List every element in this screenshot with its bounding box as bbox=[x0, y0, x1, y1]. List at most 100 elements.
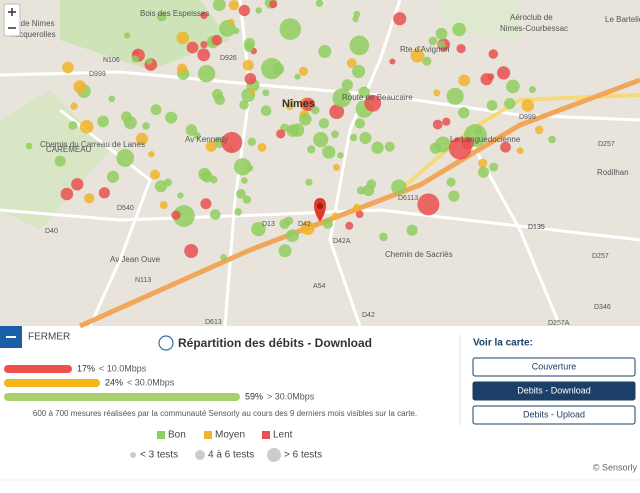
measure-dot bbox=[428, 36, 438, 46]
measure-dot bbox=[260, 105, 272, 116]
close-label[interactable]: FERMER bbox=[28, 332, 70, 343]
size-large bbox=[267, 448, 281, 462]
measure-dot bbox=[248, 88, 255, 95]
measure-dot bbox=[410, 48, 425, 63]
measure-dot bbox=[331, 212, 339, 219]
map-label: D257A bbox=[548, 320, 570, 327]
measure-dot bbox=[142, 122, 150, 130]
map-label: Rte d'Avignon bbox=[400, 45, 449, 54]
measure-dot bbox=[242, 59, 254, 71]
map-label: Chemin du Carreau de Lanes bbox=[40, 140, 145, 149]
measure-dot bbox=[239, 100, 249, 110]
view-button[interactable] bbox=[472, 381, 636, 401]
measure-dots bbox=[25, 0, 556, 261]
value-label: 24% bbox=[105, 377, 123, 387]
measure-dot bbox=[25, 142, 33, 150]
map-label: olf de Nimes bbox=[10, 19, 54, 28]
measure-dot bbox=[186, 41, 199, 54]
size-small bbox=[130, 452, 136, 458]
measure-dot bbox=[251, 221, 266, 237]
measure-dot bbox=[354, 118, 365, 129]
measure-dot bbox=[286, 124, 300, 137]
size-label: > 6 tests bbox=[284, 450, 322, 461]
measure-dot bbox=[506, 79, 520, 94]
measure-dot bbox=[276, 129, 286, 139]
measure-dot bbox=[329, 104, 345, 120]
map-label: Aéroclub de bbox=[510, 13, 553, 22]
measure-dot bbox=[201, 171, 213, 183]
map-label: D257 bbox=[592, 253, 609, 260]
measure-dot bbox=[247, 137, 256, 146]
map-label: D926 bbox=[220, 55, 237, 62]
measure-dot bbox=[477, 166, 490, 178]
measure-dot bbox=[131, 55, 139, 63]
map-label: CARÈMEAU bbox=[46, 145, 92, 154]
measure-dot bbox=[209, 175, 218, 184]
measure-dot bbox=[488, 49, 499, 59]
measure-dot bbox=[279, 18, 302, 40]
measure-dot bbox=[504, 98, 516, 110]
measure-dot bbox=[322, 218, 334, 229]
measure-dot bbox=[346, 58, 357, 68]
legend-swatch bbox=[157, 431, 165, 439]
measure-dot bbox=[311, 106, 320, 115]
map-label: D999 bbox=[519, 114, 536, 121]
measure-dot bbox=[62, 61, 74, 74]
measure-dot bbox=[262, 89, 270, 97]
measure-dot bbox=[261, 57, 283, 80]
measure-dot bbox=[156, 11, 167, 22]
measure-dot bbox=[54, 155, 66, 167]
measure-dot bbox=[150, 104, 162, 116]
measure-dot bbox=[429, 142, 442, 154]
measure-dot bbox=[146, 58, 153, 65]
measure-dot bbox=[135, 132, 149, 145]
view-button[interactable] bbox=[472, 357, 636, 377]
measure-dot bbox=[446, 87, 464, 105]
measure-dot bbox=[393, 12, 407, 26]
bar bbox=[4, 379, 100, 387]
measure-dot bbox=[97, 115, 109, 128]
value-label: 59% bbox=[245, 391, 263, 401]
map-label: N106 bbox=[103, 57, 120, 64]
view-button-label: Debits - Download bbox=[517, 385, 591, 395]
measure-dot bbox=[294, 73, 301, 80]
measure-dot bbox=[548, 135, 556, 144]
legend-label: Bon bbox=[168, 430, 186, 441]
view-button[interactable] bbox=[472, 405, 636, 425]
measure-dot bbox=[185, 124, 198, 136]
measure-dot bbox=[244, 73, 257, 85]
map-label: D999 bbox=[89, 71, 106, 78]
measure-dot bbox=[384, 141, 395, 152]
threshold-label: < 30.0Mbps bbox=[127, 377, 175, 387]
measure-dot bbox=[349, 133, 358, 142]
map-label: La Languedocienne bbox=[450, 135, 521, 144]
measure-dot bbox=[322, 145, 336, 159]
legend: Bon Moyen Lent bbox=[157, 430, 293, 441]
motorway bbox=[78, 77, 640, 329]
measure-dot bbox=[359, 132, 372, 144]
credit: © Sensorly bbox=[593, 462, 638, 472]
pin-dot bbox=[317, 203, 323, 209]
measure-dot bbox=[210, 209, 221, 220]
measure-dot bbox=[242, 195, 252, 204]
measure-dot bbox=[228, 0, 240, 11]
view-title: Voir la carte: bbox=[473, 338, 533, 349]
note: 600 à 700 mesures réalisées par la commu… bbox=[33, 409, 417, 418]
threshold-label: > 30.0Mbps bbox=[267, 391, 315, 401]
measure-dot bbox=[355, 210, 364, 219]
measure-dot bbox=[197, 65, 216, 83]
measure-dot bbox=[456, 44, 466, 54]
measure-dot bbox=[228, 18, 235, 25]
map-label: Rodilhan bbox=[597, 168, 629, 177]
map-label: Nimes-Courbessac bbox=[500, 24, 568, 33]
measure-dot bbox=[234, 158, 252, 176]
measure-dot bbox=[106, 170, 120, 183]
measure-dot bbox=[200, 198, 212, 210]
measure-dot bbox=[318, 118, 330, 129]
measure-dot bbox=[300, 221, 315, 236]
measure-dot bbox=[391, 179, 407, 195]
measure-dot bbox=[165, 111, 178, 124]
measure-dot bbox=[205, 141, 217, 152]
measure-dot bbox=[212, 89, 223, 100]
